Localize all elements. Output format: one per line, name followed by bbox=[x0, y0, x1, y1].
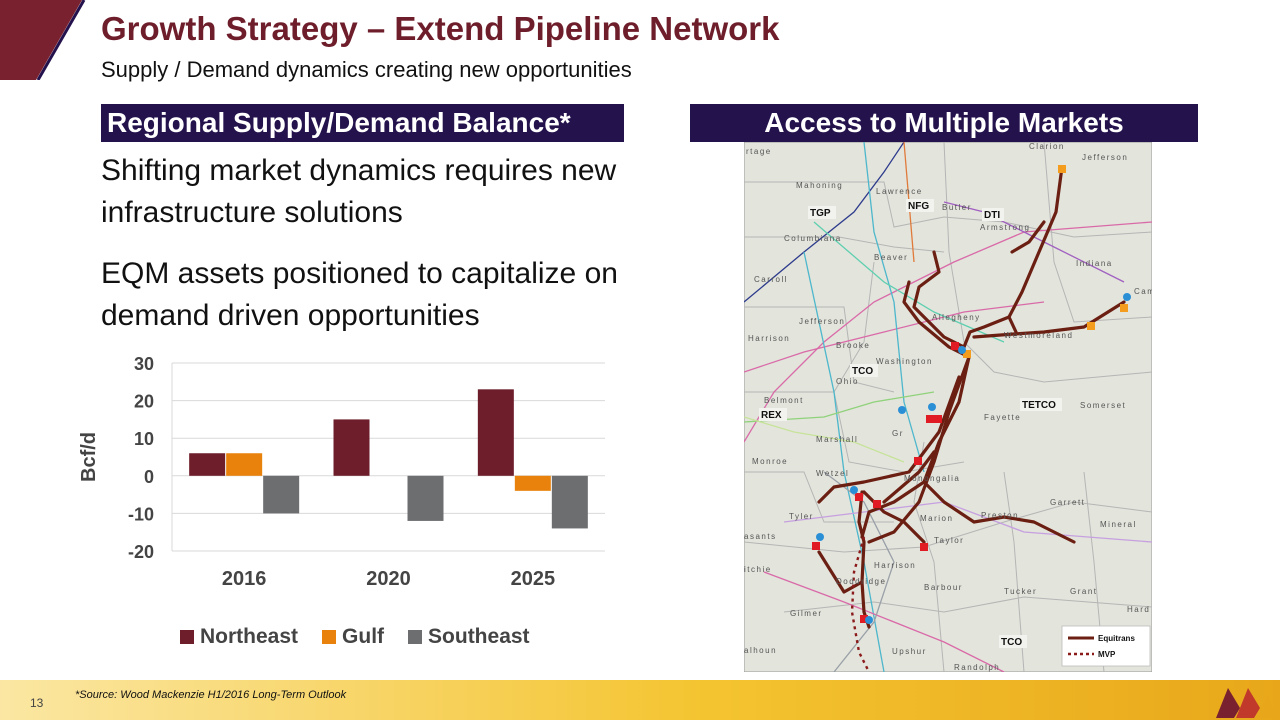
bullet-text-1: Shifting market dynamics requires new in… bbox=[101, 154, 617, 229]
bar-northeast-2025 bbox=[477, 389, 514, 476]
pipeline-label-tetco: TETCO bbox=[1022, 400, 1056, 411]
bar-southeast-2025 bbox=[551, 475, 588, 529]
legend-swatch-northeast bbox=[180, 630, 194, 644]
county-label: Beaver bbox=[874, 253, 908, 262]
bar-northeast-2020 bbox=[333, 419, 370, 476]
footer-bar bbox=[0, 680, 1280, 720]
page-subtitle: Supply / Demand dynamics creating new op… bbox=[101, 57, 632, 82]
y-tick-label: -20 bbox=[128, 542, 154, 562]
legend-swatch-southeast bbox=[408, 630, 423, 644]
y-axis-title: Bcf/d bbox=[78, 432, 100, 482]
county-label: Brooke bbox=[836, 341, 870, 350]
county-label: Marion bbox=[920, 514, 953, 523]
legend-item-southeast: Southeast bbox=[408, 625, 530, 649]
pipeline-label-nfg: NFG bbox=[908, 201, 929, 212]
map-county-labels: rtage Clarion Jefferson Mahoning Lawrenc… bbox=[744, 142, 1152, 672]
county-label: Harrison bbox=[748, 334, 790, 343]
county-label: Mineral bbox=[1100, 520, 1137, 529]
legend-label-gulf: Gulf bbox=[342, 625, 385, 648]
county-label: Cam bbox=[1134, 287, 1152, 296]
county-label: rtage bbox=[746, 147, 772, 156]
pipeline-label-tco-south: TCO bbox=[1001, 637, 1022, 648]
county-label: Ohio bbox=[836, 377, 859, 386]
page-number: 13 bbox=[30, 696, 44, 710]
county-label: Monongalia bbox=[904, 474, 960, 483]
county-label: Indiana bbox=[1076, 259, 1113, 268]
y-tick-label: 30 bbox=[134, 354, 154, 374]
page-title: Growth Strategy – Extend Pipeline Networ… bbox=[101, 10, 780, 47]
county-label: Butler bbox=[942, 203, 972, 212]
corner-accent bbox=[0, 0, 86, 80]
pipeline-label-tgp: TGP bbox=[810, 208, 831, 219]
county-label: Westmoreland bbox=[1004, 331, 1073, 340]
chart-legend: Northeast Gulf Southeast bbox=[180, 625, 530, 649]
map-legend-equitrans: Equitrans bbox=[1098, 634, 1135, 643]
county-label: Jefferson bbox=[1082, 153, 1128, 162]
county-label: Belmont bbox=[764, 396, 804, 405]
right-section-banner: Access to Multiple Markets bbox=[690, 104, 1198, 142]
county-label: Gr bbox=[892, 429, 904, 438]
county-label: Upshur bbox=[892, 647, 927, 656]
pipeline-label-dti: DTI bbox=[984, 210, 1000, 221]
county-label: Garrett bbox=[1050, 498, 1085, 507]
pipeline-label-rex: REX bbox=[761, 410, 782, 421]
county-label: Randolph bbox=[954, 663, 1000, 672]
county-label: Columbiana bbox=[784, 234, 842, 243]
source-note: *Source: Wood Mackenzie H1/2016 Long-Ter… bbox=[75, 689, 347, 701]
x-tick-label: 2020 bbox=[366, 568, 411, 590]
company-logo-icon bbox=[1216, 688, 1276, 718]
county-label: Monroe bbox=[752, 457, 788, 466]
map-legend-mvp: MVP bbox=[1098, 650, 1116, 659]
legend-item-gulf: Gulf bbox=[322, 625, 384, 649]
bar-gulf-2025 bbox=[514, 475, 551, 491]
supply-demand-bar-chart: 30 20 10 0 -10 -20 Bcf/d 2016 2020 2025 bbox=[78, 354, 605, 590]
county-label: Clarion bbox=[1029, 142, 1065, 151]
y-tick-label: 0 bbox=[144, 467, 154, 487]
county-label: Wetzel bbox=[816, 469, 849, 478]
county-label: Lawrence bbox=[876, 187, 923, 196]
county-label: Carroll bbox=[754, 275, 788, 284]
bar-northeast-2016 bbox=[189, 453, 226, 476]
county-label: Gilmer bbox=[790, 609, 823, 618]
bar-southeast-2020 bbox=[407, 475, 444, 521]
x-tick-label: 2016 bbox=[222, 568, 267, 590]
county-label: Mahoning bbox=[796, 181, 843, 190]
county-label: Washington bbox=[876, 357, 933, 366]
county-label: Grant bbox=[1070, 587, 1098, 596]
county-label: Barbour bbox=[924, 583, 963, 592]
legend-label-northeast: Northeast bbox=[200, 625, 299, 648]
legend-item-northeast: Northeast bbox=[180, 625, 298, 649]
county-label: Harrison bbox=[874, 561, 916, 570]
legend-label-southeast: Southeast bbox=[428, 625, 530, 648]
left-section-banner: Regional Supply/Demand Balance* bbox=[101, 104, 624, 142]
county-label: Armstrong bbox=[980, 223, 1030, 232]
county-label: Preston bbox=[981, 511, 1019, 520]
bar-southeast-2016 bbox=[263, 475, 300, 514]
pipeline-network-map: rtage Clarion Jefferson Mahoning Lawrenc… bbox=[744, 142, 1152, 672]
county-label: asants bbox=[744, 532, 777, 541]
county-label: itchie bbox=[744, 565, 772, 574]
county-label: alhoun bbox=[744, 646, 777, 655]
county-label: Tyler bbox=[789, 512, 814, 521]
county-label: Allegheny bbox=[932, 313, 981, 322]
legend-swatch-gulf bbox=[322, 630, 337, 644]
county-label: Doddridge bbox=[836, 577, 886, 586]
bullet-text-2: EQM assets positioned to capitalize on d… bbox=[101, 257, 618, 332]
county-label: Hard bbox=[1127, 605, 1150, 614]
bar-gulf-2016 bbox=[226, 453, 263, 476]
county-label: Fayette bbox=[984, 413, 1021, 422]
y-tick-label: 20 bbox=[134, 392, 154, 412]
pipeline-label-tco: TCO bbox=[852, 366, 873, 377]
y-tick-label: -10 bbox=[128, 504, 154, 524]
map-legend: Equitrans MVP bbox=[1061, 625, 1151, 667]
y-tick-label: 10 bbox=[134, 429, 154, 449]
county-label: Marshall bbox=[816, 435, 858, 444]
x-tick-label: 2025 bbox=[511, 568, 556, 590]
county-label: Somerset bbox=[1080, 401, 1126, 410]
county-label: Jefferson bbox=[799, 317, 845, 326]
county-label: Tucker bbox=[1004, 587, 1037, 596]
county-label: Taylor bbox=[934, 536, 964, 545]
